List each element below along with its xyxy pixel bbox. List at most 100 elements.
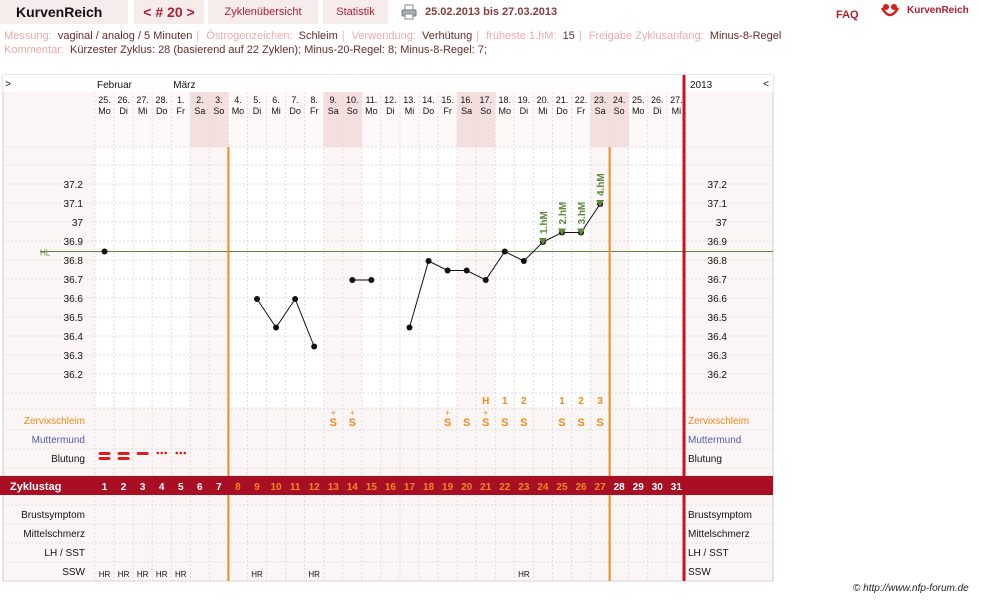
oestrogen-value: Schleim bbox=[298, 30, 338, 42]
day-weekday: Di bbox=[386, 106, 395, 116]
bleeding-light bbox=[179, 451, 183, 455]
day-date: 12. bbox=[384, 95, 397, 105]
day-weekday: Mo bbox=[499, 106, 512, 116]
cycle-day: 16 bbox=[385, 482, 397, 493]
y-tick-left: 36.4 bbox=[64, 332, 84, 343]
temperature-point bbox=[425, 258, 432, 264]
bleeding-heavy bbox=[117, 452, 130, 455]
cycle-day: 14 bbox=[347, 482, 359, 493]
zervix-value: S bbox=[596, 417, 603, 429]
cycle-day: 12 bbox=[309, 482, 321, 493]
y-tick-right: 36.3 bbox=[708, 351, 728, 362]
month-label: Februar bbox=[97, 80, 133, 91]
day-weekday: Mi bbox=[672, 106, 682, 116]
weekend-shade bbox=[457, 92, 477, 147]
day-date: 9. bbox=[329, 95, 337, 105]
weekend-shade bbox=[190, 147, 210, 407]
day-date: 2. bbox=[196, 95, 204, 105]
zervix-plus: + bbox=[445, 408, 450, 418]
comment-line: Kommentar: Kürzester Zyklus: 28 (basiere… bbox=[4, 44, 487, 56]
day-date: 25. bbox=[98, 95, 111, 105]
ssw-value: HR bbox=[175, 570, 187, 579]
temperature-point bbox=[292, 296, 299, 302]
weekend-shade bbox=[609, 92, 629, 147]
day-date: 1. bbox=[177, 95, 185, 105]
bleeding-normal bbox=[136, 452, 149, 455]
print-icon[interactable] bbox=[401, 4, 417, 20]
day-date: 21. bbox=[556, 95, 569, 105]
freigabe-value: Minus-8-Regel bbox=[709, 30, 782, 42]
cycle-day: 9 bbox=[254, 482, 260, 493]
weekend-shade bbox=[323, 92, 343, 147]
cycle-day: 24 bbox=[537, 482, 549, 493]
day-date: 8. bbox=[310, 95, 318, 105]
bleeding-light bbox=[160, 451, 164, 455]
y-tick-left: 37.1 bbox=[64, 199, 84, 210]
day-date: 5. bbox=[253, 95, 261, 105]
temperature-point bbox=[406, 324, 413, 331]
verwendung-value: Verhütung bbox=[422, 30, 473, 42]
kommentar-value: Kürzester Zyklus: 28 (basierend auf 22 Z… bbox=[70, 44, 488, 56]
kommentar-label: Kommentar: bbox=[4, 44, 64, 56]
peak-label: 3 bbox=[597, 396, 603, 407]
cycle-day: 23 bbox=[518, 482, 530, 493]
day-date: 3. bbox=[215, 95, 223, 105]
tab-zyklenuebersicht[interactable]: Zyklenübersicht bbox=[208, 0, 318, 24]
chart-prev-button: > bbox=[5, 79, 11, 90]
row-label-muttermund: Muttermund bbox=[32, 435, 85, 446]
logo-text: KurvenReich bbox=[907, 5, 969, 16]
day-date: 6. bbox=[272, 95, 280, 105]
cycle-day: 22 bbox=[499, 482, 511, 493]
day-weekday: Do bbox=[423, 106, 435, 116]
hl-label: HL bbox=[40, 249, 51, 258]
temperature-point bbox=[273, 324, 280, 331]
temperature-point bbox=[482, 277, 489, 283]
cycle-day: 5 bbox=[178, 482, 184, 493]
weekend-shade bbox=[590, 92, 610, 147]
cycle-day: 26 bbox=[575, 482, 587, 493]
zervix-value: S bbox=[558, 417, 565, 429]
y-tick-right: 36.2 bbox=[708, 370, 728, 381]
day-weekday: Sa bbox=[328, 106, 339, 116]
row-label-zervix: Zervixschleim bbox=[688, 416, 749, 427]
zervix-value: S bbox=[463, 417, 470, 429]
cycle-day: 25 bbox=[556, 482, 568, 493]
app-title[interactable]: KurvenReich bbox=[0, 0, 128, 24]
weekend-shade bbox=[190, 92, 210, 147]
cycle-day: 29 bbox=[633, 482, 645, 493]
day-date: 24. bbox=[613, 95, 626, 105]
zervix-value: S bbox=[501, 417, 508, 429]
row-label-mittel: Mittelschmerz bbox=[23, 529, 85, 540]
row-label-ssw: SSW bbox=[62, 567, 85, 578]
hm-label: 3.hM bbox=[577, 202, 588, 225]
freigabe-label: Freigabe Zyklusanfang: bbox=[588, 30, 704, 42]
row-label-zyklustag: Zyklustag bbox=[10, 481, 61, 493]
faq-link[interactable]: FAQ bbox=[836, 9, 859, 21]
hm-label: 4.hM bbox=[596, 173, 607, 196]
day-date: 11. bbox=[365, 95, 377, 105]
zervix-plus: + bbox=[483, 408, 488, 418]
temperature-point bbox=[368, 277, 375, 283]
zervix-plus: + bbox=[331, 408, 336, 418]
ssw-value: HR bbox=[251, 570, 263, 579]
tab-statistik[interactable]: Statistik bbox=[323, 0, 388, 24]
month-label: März bbox=[173, 80, 195, 91]
y-tick-left: 36.2 bbox=[64, 370, 84, 381]
cycle-day: 11 bbox=[290, 482, 301, 493]
cycle-day: 20 bbox=[461, 482, 473, 493]
temperature-point bbox=[349, 277, 356, 283]
cycle-day: 30 bbox=[652, 482, 664, 493]
cycle-day: 21 bbox=[480, 482, 492, 493]
day-date: 18. bbox=[499, 95, 512, 105]
y-tick-right: 36.8 bbox=[708, 256, 728, 267]
messung-value: vaginal / analog / 5 Minuten bbox=[57, 30, 193, 42]
ssw-value: HR bbox=[118, 570, 130, 579]
date-range: 25.02.2013 bis 27.03.2013 bbox=[425, 6, 558, 18]
cycle-navigation[interactable]: < # 20 > bbox=[134, 0, 204, 24]
y-tick-left: 36.5 bbox=[64, 313, 84, 324]
y-tick-right: 37 bbox=[716, 218, 728, 229]
day-weekday: Fr bbox=[177, 106, 186, 116]
weekend-shade bbox=[209, 92, 229, 147]
bleeding-heavy bbox=[98, 457, 111, 460]
